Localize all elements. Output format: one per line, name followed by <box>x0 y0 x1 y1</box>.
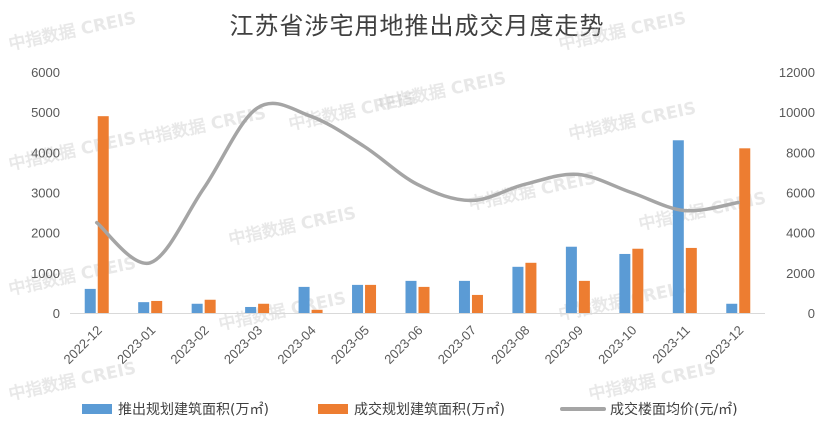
bar-2 <box>311 309 323 313</box>
bar-2 <box>365 284 377 313</box>
y-left-tick-label: 3000 <box>31 186 60 201</box>
bar-1 <box>84 288 96 313</box>
legend-label-2: 成交规划建筑面积(万㎡) <box>354 401 505 418</box>
y-left-tick-label: 5000 <box>31 105 60 120</box>
watermark-text: 中指数据 CREIS <box>567 97 698 145</box>
bar-1 <box>352 284 364 313</box>
legend-swatch-1 <box>82 404 112 414</box>
bar-1 <box>619 253 631 313</box>
bar-2 <box>418 286 430 313</box>
bar-2 <box>632 248 644 313</box>
x-tick-label: 2023-04 <box>274 323 318 367</box>
y-left-tick-label: 4000 <box>31 145 60 160</box>
bar-2 <box>204 299 216 313</box>
watermark-text: 中指数据 CREIS <box>7 252 138 300</box>
watermark-text: 中指数据 CREIS <box>137 102 268 150</box>
bar-1 <box>245 306 257 313</box>
bar-2 <box>151 300 163 313</box>
x-tick-label: 2023-11 <box>649 323 693 367</box>
watermark-text: 中指数据 CREIS <box>7 7 138 55</box>
x-tick-label: 2023-12 <box>702 323 746 367</box>
x-tick-label: 2023-06 <box>381 323 425 367</box>
bar-1 <box>512 266 524 313</box>
bar-1 <box>672 140 684 313</box>
bar-1 <box>726 303 738 313</box>
watermark-text: 中指数据 CREIS <box>227 202 358 250</box>
x-tick-label: 2023-01 <box>114 323 158 367</box>
bar-1 <box>138 302 150 313</box>
bar-2 <box>97 116 109 313</box>
chart-title: 江苏省涉宅用地推出成交月度走势 <box>229 12 605 40</box>
x-tick-label: 2022-12 <box>61 323 105 367</box>
y-right-tick-label: 12000 <box>779 65 815 80</box>
x-tick-label: 2023-08 <box>488 323 532 367</box>
watermark-text: 中指数据 CREIS <box>557 7 688 55</box>
bar-1 <box>565 246 577 313</box>
y-right-tick-label: 6000 <box>786 186 815 201</box>
y-left-tick-label: 6000 <box>31 65 60 80</box>
x-tick-label: 2023-07 <box>435 323 479 367</box>
legend-label-1: 推出规划建筑面积(万㎡) <box>118 402 269 418</box>
bar-2 <box>685 247 697 313</box>
y-left-tick-label: 0 <box>53 306 60 321</box>
bar-1 <box>458 280 470 313</box>
x-tick-label: 2023-05 <box>328 323 372 367</box>
bar-2 <box>525 262 537 313</box>
y-right-tick-label: 0 <box>808 306 815 321</box>
x-tick-label: 2023-02 <box>167 323 211 367</box>
bar-1 <box>405 280 417 313</box>
y-right-tick-label: 2000 <box>786 266 815 281</box>
y-right-tick-label: 10000 <box>779 105 815 120</box>
legend-swatch-2 <box>318 404 348 414</box>
watermark-text: 中指数据 CREIS <box>217 287 348 335</box>
line-series-1 <box>94 101 741 265</box>
bar-1 <box>298 286 310 313</box>
y-left-tick-label: 2000 <box>31 226 60 241</box>
watermark-text: 中指数据 CREIS <box>287 87 418 135</box>
x-tick-label: 2023-10 <box>595 323 639 367</box>
bar-2 <box>258 303 270 313</box>
legend-label-3: 成交楼面均价(元/㎡) <box>610 401 738 418</box>
y-right-tick-label: 8000 <box>786 145 815 160</box>
bar-2 <box>578 280 590 313</box>
x-tick-label: 2023-09 <box>542 323 586 367</box>
watermark-text: 中指数据 CREIS <box>7 127 138 175</box>
bar-2 <box>739 148 751 313</box>
bar-1 <box>191 303 203 313</box>
bar-2 <box>471 294 483 313</box>
y-right-tick-label: 4000 <box>786 226 815 241</box>
y-left-tick-label: 1000 <box>31 266 60 281</box>
